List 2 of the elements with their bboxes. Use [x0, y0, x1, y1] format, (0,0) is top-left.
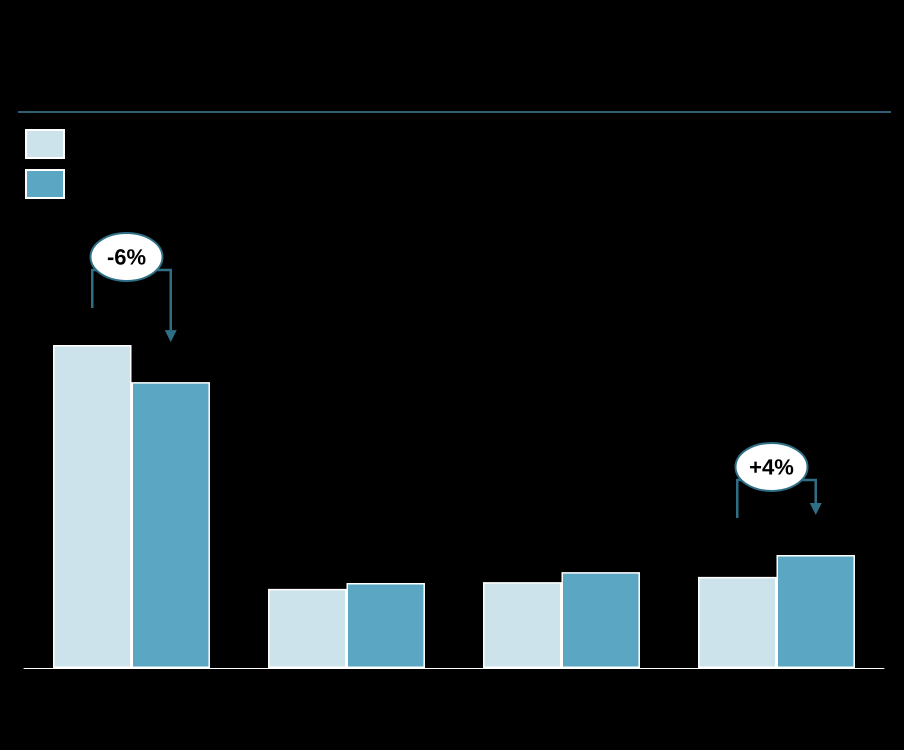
text: -6%: [106, 244, 146, 270]
annotation: +4%: [749, 454, 794, 480]
